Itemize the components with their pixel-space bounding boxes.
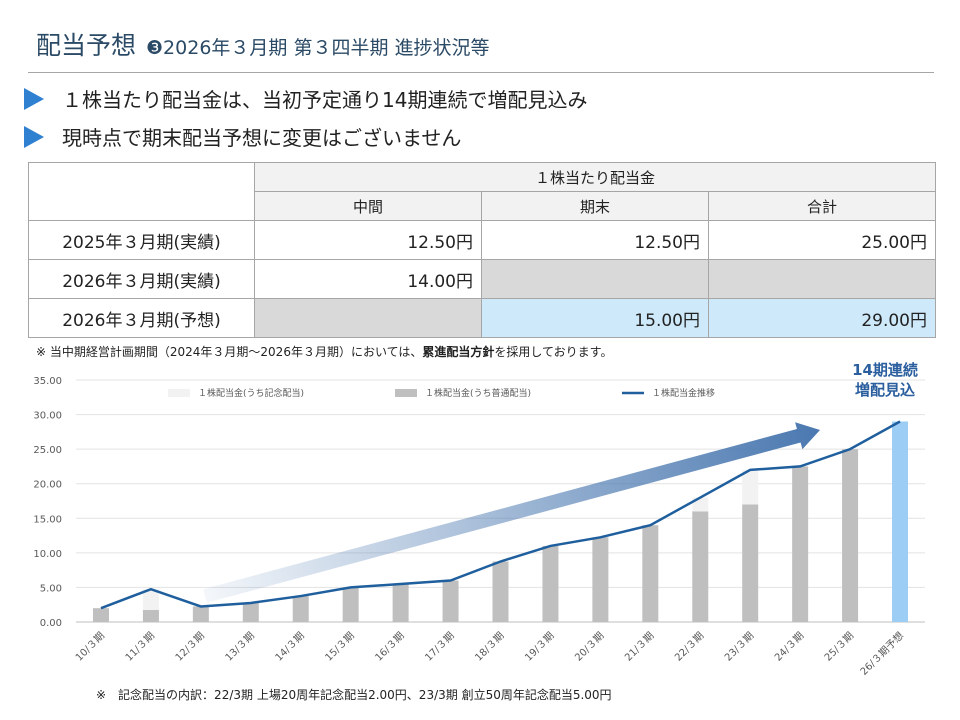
cell-total: 29.00円 xyxy=(708,298,936,338)
table-group-header: １株当たり配当金 xyxy=(254,162,936,192)
x-tick-label: 20/３期 xyxy=(572,630,606,664)
dividend-chart: 0.00 5.00 10.00 15.00 20.00 25.00 30.00 35.00 10… xyxy=(33,376,925,678)
cell-interim xyxy=(254,298,482,338)
bar-ordinary xyxy=(142,609,159,622)
y-tick-label: 0.00 xyxy=(40,618,62,629)
table-row: 2026年３月期(予想) 15.00円 29.00円 xyxy=(28,298,936,338)
column-header-interim: 中間 xyxy=(254,191,482,221)
row-label: 2025年３月期(実績) xyxy=(28,220,255,260)
legend-swatch xyxy=(168,389,190,397)
bar-ordinary xyxy=(742,504,759,622)
x-tick-label: 15/３期 xyxy=(323,630,357,664)
bar-ordinary xyxy=(242,602,259,622)
legend-label: １株配当金推移 xyxy=(652,387,715,399)
x-tick-label: 24/３期 xyxy=(772,630,806,664)
x-tick-label: 19/３期 xyxy=(523,630,557,664)
x-tick-label: 11/３期 xyxy=(123,630,157,664)
legend-swatch xyxy=(395,389,417,397)
callout-line-1: 14期連続 xyxy=(852,361,918,379)
bar-forecast xyxy=(892,421,909,622)
bar-ordinary xyxy=(342,587,359,622)
x-tick-label: 13/３期 xyxy=(223,630,257,664)
y-tick-label: 25.00 xyxy=(33,445,62,456)
x-tick-label: 14/３期 xyxy=(273,630,307,664)
dividend-table: １株当たり配当金 中間 期末 合計 2025年３月期(実績) 12.50円 12… xyxy=(28,162,936,338)
bar-commemorative xyxy=(142,589,159,610)
policy-note-suffix: を採用しております。 xyxy=(494,345,613,359)
bar-ordinary xyxy=(692,511,709,622)
x-tick-label: 10/３期 xyxy=(73,630,107,664)
y-tick-label: 35.00 xyxy=(33,376,62,387)
cell-total xyxy=(708,259,936,299)
x-tick-label: 12/３期 xyxy=(173,630,207,664)
row-label: 2026年３月期(予想) xyxy=(28,298,255,338)
triangle-bullet-icon xyxy=(24,87,44,110)
legend-label: １株配当金(うち記念配当) xyxy=(198,387,304,399)
cell-year-end xyxy=(481,259,709,299)
trend-arrow xyxy=(203,422,820,603)
cell-total: 25.00円 xyxy=(708,220,936,260)
x-tick-label: 18/３期 xyxy=(473,630,507,664)
policy-note-prefix: ※ 当中期経営計画期間（2024年３月期～2026年３月期）においては、 xyxy=(36,345,423,359)
column-header-total: 合計 xyxy=(708,191,936,221)
policy-note-bold: 累進配当方針 xyxy=(422,345,495,359)
x-tick-label: 26/３期予想 xyxy=(857,629,906,678)
streak-callout: 14期連続 増配見込 xyxy=(830,360,940,400)
commemorative-note: ※ 記念配当の内訳：22/3期 上場20周年記念配当2.00円、23/3期 創立… xyxy=(96,688,612,702)
table-row: 2025年３月期(実績) 12.50円 12.50円 25.00円 xyxy=(28,220,936,260)
table-corner-cell xyxy=(28,162,255,221)
y-tick-label: 10.00 xyxy=(33,549,62,560)
bullet-2-text: 現時点で期末配当予想に変更はございません xyxy=(62,126,462,150)
bar-ordinary xyxy=(492,561,509,622)
cell-year-end: 15.00円 xyxy=(481,298,709,338)
bullet-1-text: １株当たり配当金は、当初予定通り14期連続で増配見込み xyxy=(62,88,588,112)
legend-label: １株配当金(うち普通配当) xyxy=(425,387,531,399)
y-tick-label: 30.00 xyxy=(33,411,62,422)
cell-interim: 12.50円 xyxy=(254,220,482,260)
title-divider xyxy=(28,72,934,73)
y-tick-label: 5.00 xyxy=(40,583,62,594)
bullet-2: 現時点で期末配当予想に変更はございません xyxy=(24,122,461,151)
x-tick-label: 16/３期 xyxy=(373,630,407,664)
bar-ordinary xyxy=(592,537,609,622)
y-tick-label: 15.00 xyxy=(33,514,62,525)
page-subtitle: ❸2026年３月期 第３四半期 進捗状況等 xyxy=(146,37,490,59)
bullet-1: １株当たり配当金は、当初予定通り14期連続で増配見込み xyxy=(24,84,587,113)
bar-ordinary xyxy=(542,545,559,622)
x-tick-label: 21/３期 xyxy=(622,630,656,664)
cell-interim: 14.00円 xyxy=(254,259,482,299)
x-tick-label: 22/３期 xyxy=(672,630,706,664)
row-label: 2026年３月期(実績) xyxy=(28,259,255,299)
triangle-bullet-icon xyxy=(24,125,44,148)
x-tick-label: 25/３期 xyxy=(822,630,856,664)
cell-year-end: 12.50円 xyxy=(481,220,709,260)
bar-ordinary xyxy=(642,525,659,622)
bar-ordinary xyxy=(792,466,809,622)
x-tick-label: 17/３期 xyxy=(423,630,457,664)
bar-commemorative xyxy=(742,469,759,505)
page-title: 配当予想 xyxy=(36,31,137,60)
bar-ordinary xyxy=(292,596,309,622)
trend-arrow-shape xyxy=(203,422,820,603)
y-tick-label: 20.00 xyxy=(33,480,62,491)
column-header-year-end: 期末 xyxy=(481,191,709,221)
title-bar: 配当予想 ❸2026年３月期 第３四半期 進捗状況等 xyxy=(36,26,489,66)
bar-ordinary xyxy=(442,580,459,622)
bar-ordinary xyxy=(192,606,209,622)
bar-ordinary xyxy=(392,583,409,622)
bar-ordinary xyxy=(842,449,859,622)
x-tick-label: 23/３期 xyxy=(722,630,756,664)
callout-line-2: 増配見込 xyxy=(854,381,915,399)
table-row: 2026年３月期(実績) 14.00円 xyxy=(28,259,936,299)
bar-ordinary xyxy=(92,608,109,622)
policy-note: ※ 当中期経営計画期間（2024年３月期～2026年３月期）においては、累進配当… xyxy=(36,343,612,360)
